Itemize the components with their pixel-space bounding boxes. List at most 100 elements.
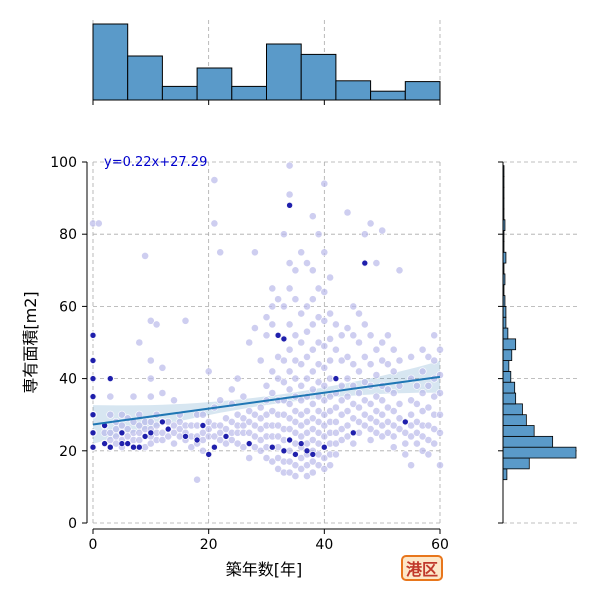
scatter-point-dense bbox=[297, 440, 305, 447]
scatter-point-dense bbox=[89, 443, 97, 451]
top-hist-bar bbox=[161, 85, 198, 101]
scatter-point bbox=[360, 230, 369, 239]
scatter-point bbox=[436, 345, 444, 354]
scatter-point bbox=[366, 425, 375, 433]
scatter-point bbox=[135, 338, 144, 347]
scatter-point bbox=[291, 266, 300, 275]
scatter-point bbox=[337, 425, 346, 433]
scatter-point bbox=[308, 212, 317, 221]
scatter-point bbox=[291, 407, 300, 415]
scatter-point bbox=[389, 345, 398, 354]
scatter-point-dense bbox=[118, 440, 126, 447]
scatter-point bbox=[314, 378, 323, 387]
scatter-point-dense bbox=[89, 357, 97, 364]
scatter-point-dense bbox=[136, 443, 143, 451]
scatter-point bbox=[268, 367, 277, 376]
top-hist-bar bbox=[300, 53, 337, 101]
scatter-point bbox=[320, 179, 329, 188]
scatter-point bbox=[407, 461, 415, 470]
scatter-point bbox=[401, 450, 410, 459]
scatter-point bbox=[297, 248, 306, 257]
scatter-point bbox=[314, 439, 323, 448]
scatter-point bbox=[250, 248, 259, 257]
scatter-point bbox=[314, 284, 323, 293]
scatter-point-dense bbox=[193, 436, 201, 444]
scatter-point bbox=[285, 161, 294, 170]
scatter-point bbox=[233, 410, 242, 419]
scatter-point bbox=[383, 385, 392, 394]
scatter-point bbox=[262, 454, 271, 462]
scatter-point bbox=[308, 468, 317, 477]
scatter-point bbox=[389, 443, 398, 452]
scatter-point bbox=[303, 374, 311, 383]
scatter-point bbox=[320, 410, 329, 419]
scatter-point bbox=[216, 436, 225, 444]
scatter-point bbox=[378, 396, 387, 405]
scatter-point bbox=[360, 352, 369, 361]
right-hist-bar bbox=[502, 457, 530, 470]
scatter-point-dense bbox=[303, 447, 311, 455]
scatter-point bbox=[285, 190, 294, 199]
scatter-point-dense bbox=[147, 429, 155, 437]
scatter-point bbox=[430, 439, 439, 448]
scatter-point bbox=[343, 421, 352, 430]
scatter-point bbox=[418, 345, 427, 354]
scatter-point bbox=[395, 425, 404, 433]
scatter-point bbox=[412, 428, 421, 437]
scatter-point-dense bbox=[280, 447, 288, 455]
y-tick-label: 0 bbox=[68, 516, 77, 532]
scatter-point bbox=[297, 309, 306, 318]
scatter-point bbox=[222, 439, 230, 448]
scatter-point bbox=[285, 425, 294, 433]
scatter-point bbox=[268, 407, 277, 415]
scatter-point bbox=[256, 425, 265, 433]
scatter-point-dense bbox=[89, 331, 97, 339]
scatter-point bbox=[268, 389, 277, 397]
y-axis-title: 専有面積[m2] bbox=[21, 291, 40, 393]
scatter-point-dense bbox=[118, 429, 126, 437]
scatter-point bbox=[355, 403, 363, 412]
scatter-point bbox=[274, 295, 282, 304]
scatter-point bbox=[383, 417, 392, 426]
right-hist-bar bbox=[502, 446, 577, 459]
scatter-point bbox=[320, 381, 329, 390]
scatter-point bbox=[372, 417, 381, 426]
scatter-point bbox=[360, 410, 369, 419]
scatter-point bbox=[297, 410, 306, 419]
scatter-point-dense bbox=[130, 443, 137, 451]
scatter-point bbox=[256, 436, 265, 444]
y-tick-label: 100 bbox=[50, 155, 77, 171]
scatter-point bbox=[285, 367, 294, 376]
scatter-point bbox=[262, 313, 271, 322]
scatter-point bbox=[366, 360, 375, 369]
scatter-point bbox=[250, 432, 259, 441]
scatter-point bbox=[146, 356, 155, 365]
scatter-point bbox=[256, 403, 265, 412]
scatter-point bbox=[331, 403, 340, 412]
scatter-point bbox=[349, 331, 358, 340]
main-grid bbox=[92, 161, 441, 524]
scatter-point bbox=[158, 436, 167, 444]
scatter-point bbox=[227, 436, 236, 444]
scatter-point bbox=[320, 432, 329, 441]
regression-equation: y=0.22x+27.29 bbox=[104, 155, 207, 170]
y-tick-label: 60 bbox=[59, 299, 77, 315]
top-histogram bbox=[92, 23, 441, 101]
scatter-point bbox=[320, 363, 329, 372]
scatter-point bbox=[285, 399, 294, 408]
scatter-point bbox=[372, 392, 381, 401]
scatter-point bbox=[366, 331, 375, 340]
right-hist-bar bbox=[502, 425, 535, 437]
scatter-point bbox=[424, 436, 433, 444]
scatter-point bbox=[372, 371, 381, 379]
scatter-point bbox=[164, 432, 173, 441]
scatter-point bbox=[118, 410, 126, 419]
scatter-point bbox=[216, 396, 225, 405]
scatter-point bbox=[158, 389, 167, 397]
scatter-point bbox=[245, 338, 254, 347]
scatter-point bbox=[424, 352, 433, 361]
scatter-point bbox=[279, 410, 288, 419]
scatter-point bbox=[291, 461, 300, 470]
scatter-point bbox=[326, 392, 334, 401]
scatter-point-dense bbox=[274, 331, 282, 339]
